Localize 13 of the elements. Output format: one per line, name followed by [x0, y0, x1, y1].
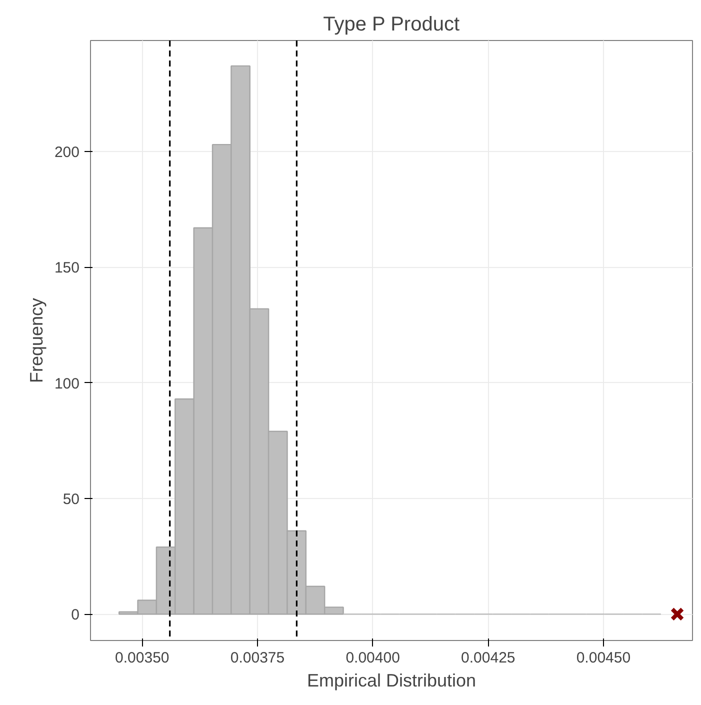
- x-axis-title: Empirical Distribution: [306, 670, 476, 690]
- y-tick-label: 100: [54, 375, 80, 392]
- x-tick-label: 0.00350: [115, 650, 170, 666]
- y-tick-label: 0: [71, 606, 80, 624]
- y-tick-label: 200: [54, 144, 80, 162]
- y-axis-title: Frequency: [26, 298, 46, 384]
- y-tick-label: 50: [62, 490, 80, 508]
- x-tick-label: 0.00375: [230, 650, 285, 666]
- x-tick-label: 0.00400: [346, 650, 400, 666]
- x-tick-label: 0.00425: [461, 650, 516, 666]
- chart-title: Type P Product: [323, 14, 460, 36]
- x-tick-label: 0.00450: [576, 650, 631, 666]
- y-tick-label: 150: [54, 260, 80, 277]
